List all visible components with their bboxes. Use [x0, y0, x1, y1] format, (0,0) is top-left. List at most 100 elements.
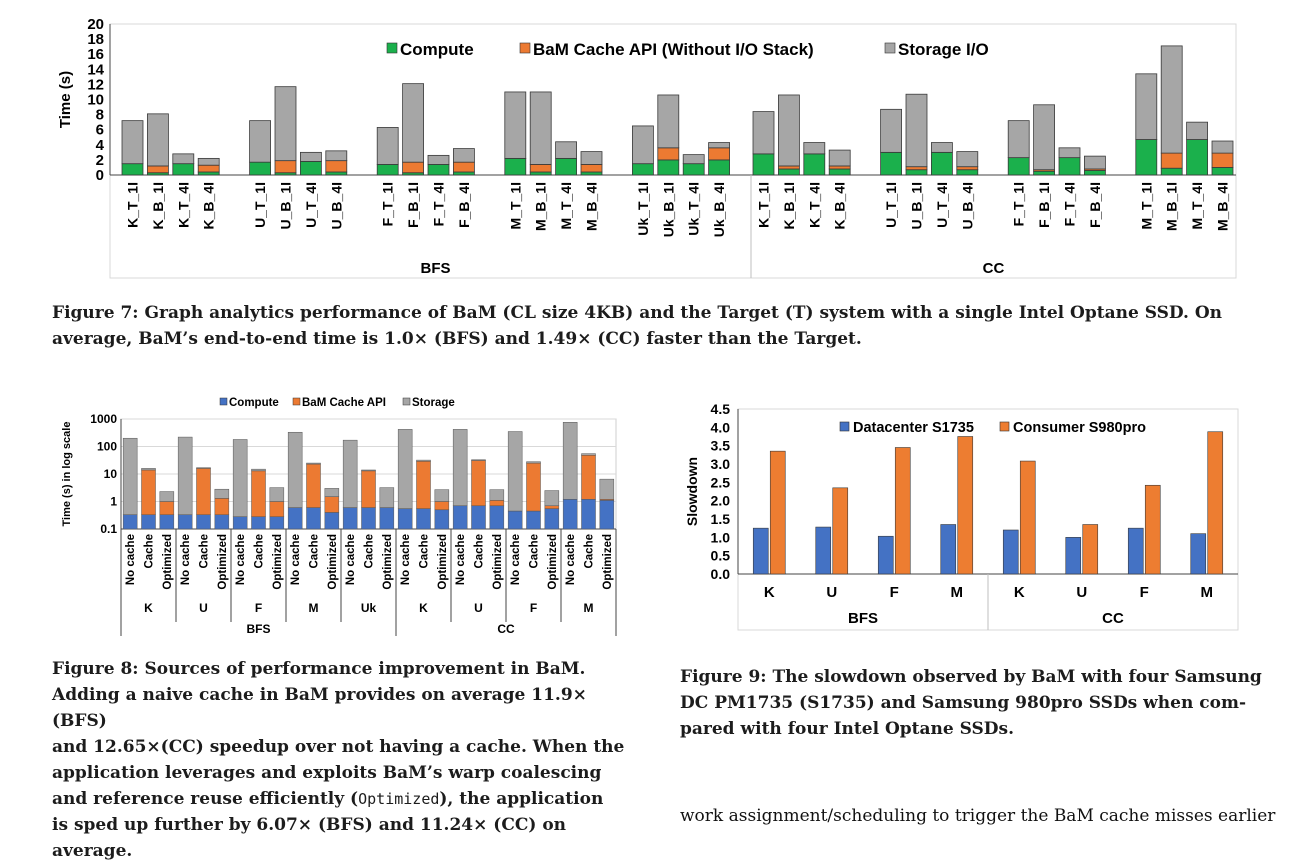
x-tick-label: U_T_1I [252, 182, 268, 228]
bar-segment [657, 147, 680, 161]
y-tick-label: 0 [96, 167, 104, 184]
bar-segment [434, 489, 450, 502]
legend-label: BaM Cache API (Without I/O Stack) [533, 40, 814, 59]
bar-segment [172, 153, 195, 165]
bar-segment [632, 163, 654, 176]
y-tick-label: 2.0 [711, 493, 731, 509]
bar [1127, 527, 1144, 575]
y-tick-label: 3.5 [711, 438, 731, 454]
bar-segment [342, 507, 358, 530]
bar-segment [489, 489, 505, 501]
bar-segment [177, 514, 193, 530]
legend-swatch [386, 42, 398, 54]
bar-segment [299, 161, 322, 176]
graph-label: F [255, 601, 262, 615]
x-tick-label: Optimized [602, 534, 614, 590]
x-tick-label: K_B_4I [832, 182, 848, 229]
bar-segment [325, 171, 348, 176]
bar-segment [306, 507, 321, 530]
legend-label: Storage [412, 397, 455, 409]
x-tick-label: No cache [510, 534, 522, 585]
bar-segment [632, 125, 654, 165]
x-tick-label: Cache [309, 534, 321, 569]
x-tick-label: K_B_1I [781, 182, 797, 229]
bar-segment [159, 501, 175, 515]
legend-swatch [999, 421, 1010, 432]
x-tick-label: Optimized [327, 534, 339, 590]
bar [957, 436, 974, 575]
figure-9-caption-line: DC PM1735 (S1735) and Samsung 980pro SSD… [680, 693, 1246, 713]
x-tick-label: U_B_1I [278, 182, 294, 229]
bar-segment [287, 431, 303, 508]
bar-segment [121, 120, 144, 165]
group-label: CC [983, 260, 1005, 277]
bar-segment [1084, 155, 1106, 170]
x-tick-label: Optimized [492, 534, 504, 590]
graph-label: K [144, 601, 153, 615]
bar-segment [1007, 120, 1030, 159]
group-label: BFS [421, 260, 451, 277]
legend-swatch [884, 42, 896, 54]
figure-8-caption-line: application leverages and exploits BaM’s… [52, 763, 602, 783]
figure-7-caption: Figure 7: Graph analytics performance of… [52, 300, 1262, 352]
bar [940, 524, 957, 575]
figure-9-caption: Figure 9: The slowdown observed by BaM w… [680, 664, 1270, 742]
x-tick-label: No cache [235, 534, 247, 585]
x-tick-label: U [826, 584, 837, 601]
graph-label: U [474, 601, 483, 615]
bar-segment [197, 171, 220, 176]
bar-segment [708, 147, 730, 161]
bar-segment [197, 164, 220, 173]
bar-segment [544, 508, 560, 530]
figure-7-caption-line: Figure 7: Graph analytics performance of… [52, 303, 1223, 323]
x-tick-label: Cache [364, 534, 376, 569]
bar [877, 535, 894, 575]
bar-segment [214, 498, 230, 515]
bar-segment [489, 505, 505, 530]
bar-segment [931, 151, 953, 176]
bar-segment [555, 141, 577, 159]
graph-label: U [199, 601, 208, 615]
bar [1019, 460, 1036, 575]
x-tick-label: U_B_4I [959, 182, 975, 229]
x-tick-label: Uk_B_4I [711, 182, 727, 237]
bar [1144, 484, 1161, 575]
bar-segment [529, 171, 552, 176]
legend-swatch [402, 397, 411, 406]
y-tick-label: 12 [87, 76, 104, 93]
y-tick-label: 1000 [90, 412, 117, 426]
figure-8-caption: Figure 8: Sources of performance improve… [52, 656, 642, 864]
bar [1190, 533, 1207, 575]
x-tick-label: F_T_1I [380, 182, 396, 226]
bar-segment [657, 159, 680, 176]
bar-segment [471, 505, 486, 530]
x-tick-label: F [1140, 584, 1149, 601]
figure-9-caption-line: pared with four Intel Optane SSDs. [680, 719, 1015, 739]
bar-segment [507, 431, 523, 512]
x-tick-label: M_T_1I [1138, 182, 1154, 229]
x-tick-label: F_B_4I [1087, 182, 1103, 228]
bar-segment [146, 165, 169, 174]
legend-label: Storage I/O [898, 40, 989, 59]
bar-segment [682, 163, 705, 176]
x-tick-label: M [1201, 584, 1214, 601]
bar-segment [146, 113, 169, 167]
bar-segment [376, 127, 399, 165]
bar-segment [1211, 167, 1234, 176]
bar-segment [214, 488, 230, 499]
bar-segment [324, 488, 340, 497]
bar-segment [325, 160, 348, 173]
bar-segment [580, 164, 603, 173]
x-tick-label: K_T_1I [756, 182, 772, 228]
bar-segment [562, 499, 578, 530]
bar-segment [526, 462, 541, 512]
legend-swatch [219, 397, 228, 406]
x-tick-label: U [1076, 584, 1087, 601]
x-tick-label: M_B_1I [1164, 182, 1180, 231]
x-tick-label: U_T_4I [303, 182, 319, 228]
y-tick-label: 10 [87, 92, 104, 109]
bar-segment [708, 142, 730, 149]
bar-segment [581, 455, 596, 500]
bar-segment [1186, 121, 1208, 140]
bar-segment [1135, 139, 1158, 176]
